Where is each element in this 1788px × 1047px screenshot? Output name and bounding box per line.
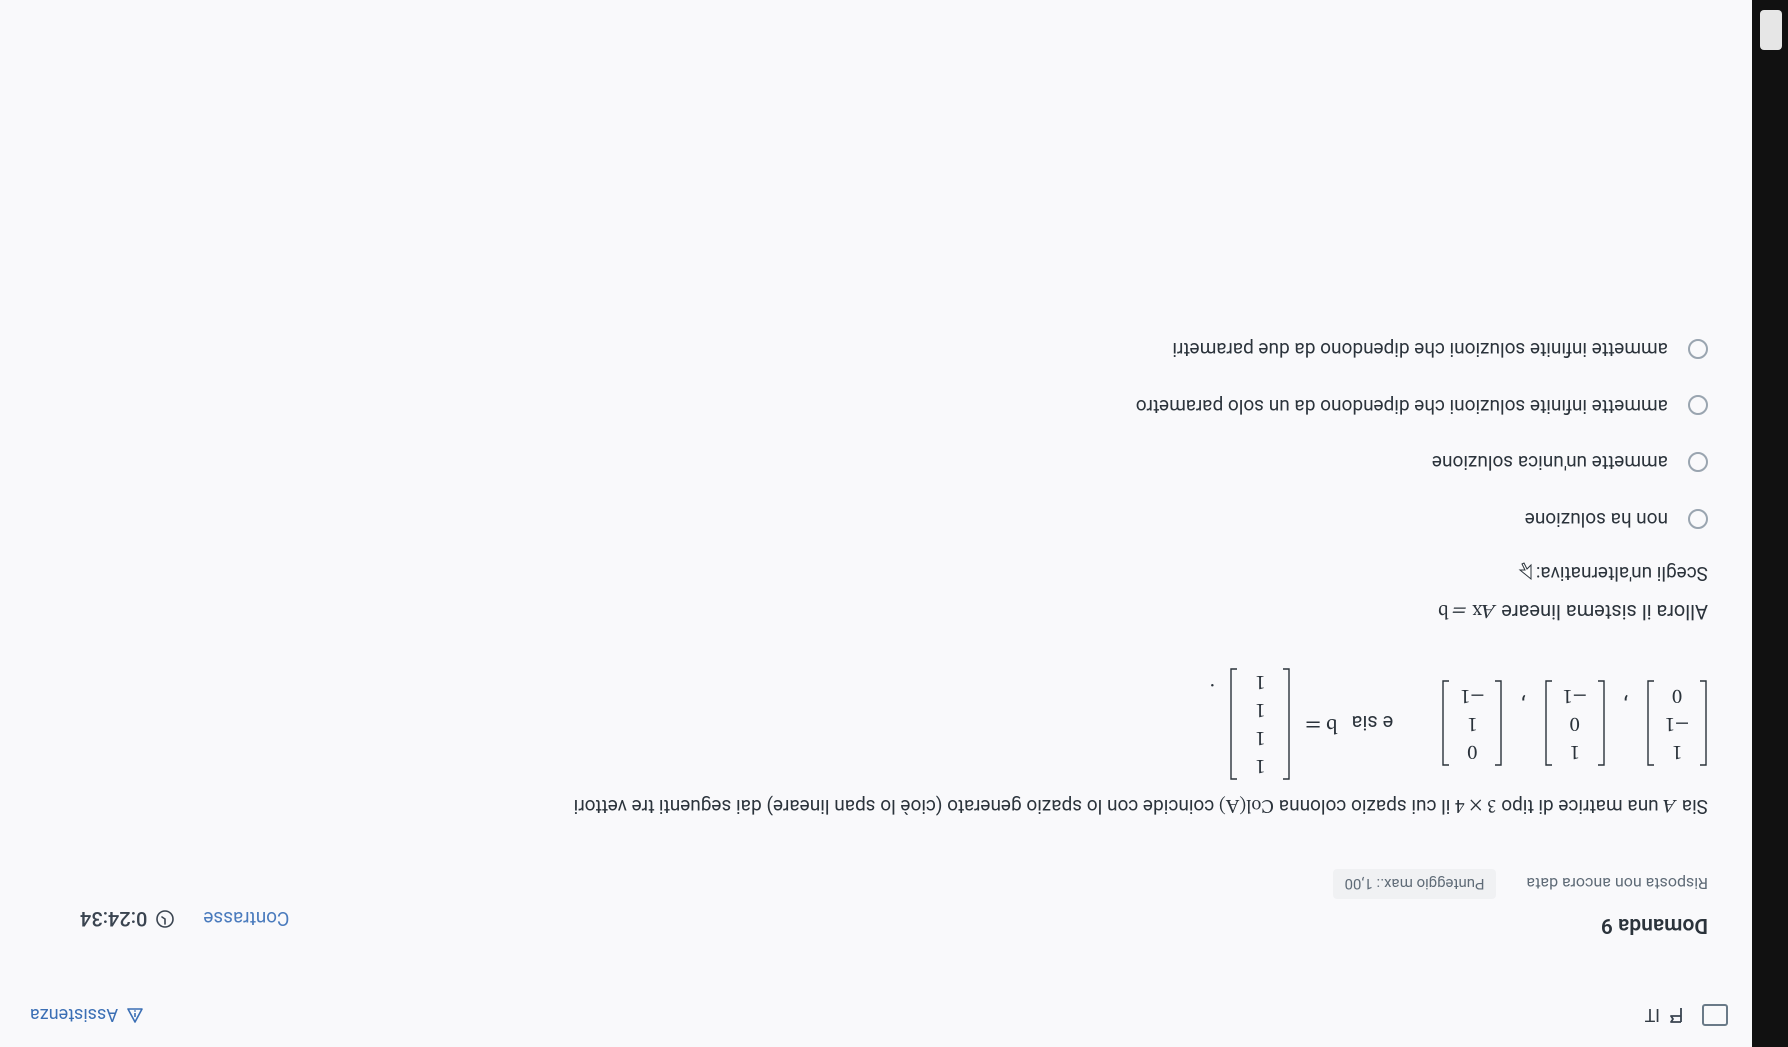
vector-entry: 0: [1666, 684, 1688, 706]
vector-2-values: 1 0 −1: [1554, 680, 1596, 766]
vector-b-values: 1 1 1 1: [1239, 666, 1281, 780]
question-points: Punteggio max.: 1,00: [1333, 869, 1497, 899]
os-taskbar: [1752, 0, 1788, 1047]
cursor-icon: [1517, 560, 1531, 587]
timer-value: 0:24:34: [80, 907, 147, 931]
assist-label: Assistenza: [30, 1005, 118, 1026]
question-title: Domanda 9: [1333, 913, 1708, 937]
assist-link[interactable]: Assistenza: [30, 1005, 144, 1026]
clock-icon: [155, 909, 175, 929]
vector-entry: 0: [1461, 740, 1483, 762]
vector-entry: 1: [1249, 754, 1271, 776]
text-esia: e sia: [1352, 709, 1394, 737]
vector-3-values: 0 1 −1: [1451, 680, 1493, 766]
radio-icon[interactable]: [1688, 339, 1708, 359]
flag-icon: [1666, 1006, 1684, 1024]
text-fragment: coincide con lo spazio generato (cioè lo…: [574, 795, 1219, 818]
vector-entry: −1: [1460, 684, 1484, 706]
question-content: Domanda 9 Risposta non ancora data Punte…: [80, 20, 1708, 967]
text-fragment: Sia: [1677, 795, 1708, 818]
language-switch[interactable]: IT: [1645, 1005, 1684, 1026]
question-meta: Risposta non ancora data Punteggio max.:…: [1333, 869, 1708, 899]
bracket-right-icon: [1229, 668, 1239, 780]
window-icon[interactable]: [1702, 1004, 1728, 1026]
bracket-left-icon: [1698, 680, 1708, 766]
vector-entry: 1: [1461, 712, 1483, 734]
math-row: 1 −1 0 , 1 0 −1: [80, 666, 1708, 780]
separator: ,: [1521, 680, 1525, 719]
question-text-line1: Sia A una matrice di tipo 3 × 4 il cui s…: [80, 790, 1708, 819]
language-code: IT: [1645, 1005, 1660, 1026]
choose-text: Scegli un'alternativa:: [80, 560, 1708, 587]
warning-icon: [126, 1006, 144, 1024]
option-label: ammette un'unica soluzione: [1432, 449, 1668, 476]
vector-entry: −1: [1563, 684, 1587, 706]
radio-icon[interactable]: [1688, 509, 1708, 529]
option-label: non ha soluzione: [1525, 505, 1668, 532]
separator: ,: [1624, 680, 1628, 719]
question-header-left: Domanda 9 Risposta non ancora data Punte…: [1333, 869, 1708, 937]
os-taskbar-chip: [1760, 10, 1782, 50]
text-fragment: una matrice di tipo: [1497, 795, 1664, 818]
question-header: Domanda 9 Risposta non ancora data Punte…: [80, 869, 1708, 967]
radio-icon[interactable]: [1688, 452, 1708, 472]
flag-question-link[interactable]: Contrasse: [203, 908, 289, 931]
option-3[interactable]: ammette infinite soluzioni che dipendono…: [80, 392, 1708, 419]
option-2[interactable]: ammette un'unica soluzione: [80, 449, 1708, 476]
vector-entry: 1: [1666, 740, 1688, 762]
vector-1: 1 −1 0: [1646, 680, 1708, 766]
vector-entry: 0: [1564, 712, 1586, 734]
vector-b: 1 1 1 1: [1229, 666, 1291, 780]
vector-3: 0 1 −1: [1441, 680, 1503, 766]
bracket-left-icon: [1493, 680, 1503, 766]
option-4[interactable]: ammette infinite soluzioni che dipendono…: [80, 335, 1708, 362]
column-vectors-group: 1 −1 0 , 1 0 −1: [1441, 680, 1708, 766]
vector-entry: 1: [1564, 740, 1586, 762]
question-body: Sia A una matrice di tipo 3 × 4 il cui s…: [80, 335, 1708, 819]
option-1[interactable]: non ha soluzione: [80, 505, 1708, 532]
vector-entry: 1: [1249, 698, 1271, 720]
option-label: ammette infinite soluzioni che dipendono…: [1172, 335, 1668, 362]
math-A: A: [1663, 795, 1677, 814]
vector-entry: 1: [1249, 670, 1271, 692]
bracket-right-icon: [1544, 680, 1554, 766]
vector-1-values: 1 −1 0: [1656, 680, 1698, 766]
options-list: non ha soluzione ammette un'unica soluzi…: [80, 335, 1708, 531]
bracket-left-icon: [1281, 668, 1291, 780]
top-bar: IT Assistenza: [30, 995, 1728, 1035]
period: .: [1209, 666, 1215, 705]
text-fragment: Scegli un'alternativa:: [1536, 562, 1708, 585]
b-vector-group: e sia b = 1 1 1 1 .: [1209, 666, 1393, 780]
vector-entry: −1: [1665, 712, 1689, 734]
vector-2: 1 0 −1: [1544, 680, 1606, 766]
bracket-right-icon: [1441, 680, 1451, 766]
question-text-line2: Allora il sistema lineare Ax = b: [80, 596, 1708, 626]
bracket-right-icon: [1646, 680, 1656, 766]
vector-entry: 1: [1249, 726, 1271, 748]
question-header-right: Contrasse 0:24:34: [80, 907, 289, 937]
question-status: Risposta non ancora data: [1526, 875, 1708, 894]
text-fragment: Allora il sistema lineare: [1496, 600, 1708, 624]
math-dim: 3 × 4: [1455, 795, 1496, 814]
math-colA: Col(A): [1219, 795, 1274, 814]
timer: 0:24:34: [80, 907, 175, 931]
text-fragment: il cui spazio colonna: [1274, 795, 1455, 818]
option-label: ammette infinite soluzioni che dipendono…: [1136, 392, 1668, 419]
top-bar-left: IT: [1645, 1004, 1728, 1026]
radio-icon[interactable]: [1688, 395, 1708, 415]
bracket-left-icon: [1596, 680, 1606, 766]
page-rotated-stage: IT Assistenza Domanda 9 Risposta non anc…: [0, 0, 1788, 1047]
